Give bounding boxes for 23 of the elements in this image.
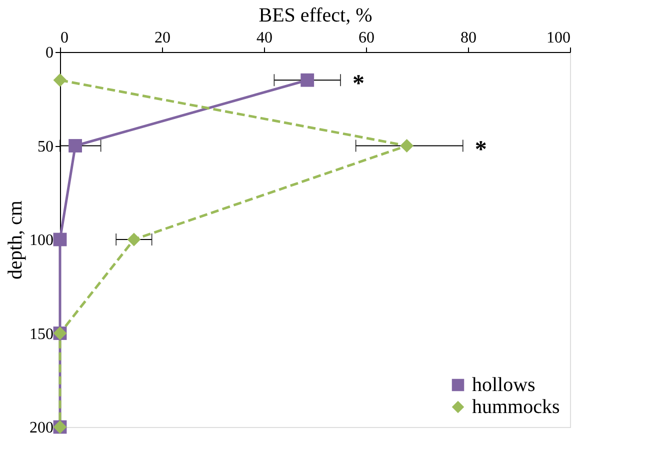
- point: [53, 232, 67, 246]
- y-axis-title: depth, cm: [4, 200, 26, 280]
- x-tick-label: 0: [60, 30, 68, 46]
- x-tick-label: 20: [154, 30, 170, 46]
- x-tick-label: 60: [358, 30, 374, 46]
- y-tick-label: 150: [30, 326, 54, 343]
- point: [300, 73, 314, 87]
- annotation: *: [474, 136, 487, 163]
- y-tick-label: 50: [38, 138, 54, 156]
- y-tick-label: 100: [30, 232, 54, 249]
- y-tick-label: 0: [46, 44, 54, 62]
- legend-label: hollows: [472, 374, 536, 396]
- x-tick-label: 100: [546, 30, 570, 46]
- legend-label: hummocks: [472, 396, 560, 418]
- point: [400, 139, 414, 152]
- x-tick-label: 40: [256, 30, 272, 46]
- x-axis-title: BES effect, %: [258, 4, 372, 26]
- x-tick-label: 80: [460, 30, 476, 46]
- y-tick-label: 200: [30, 420, 54, 436]
- annotation: *: [352, 71, 364, 98]
- point: [127, 232, 141, 246]
- point: [68, 139, 82, 152]
- point: [53, 73, 67, 87]
